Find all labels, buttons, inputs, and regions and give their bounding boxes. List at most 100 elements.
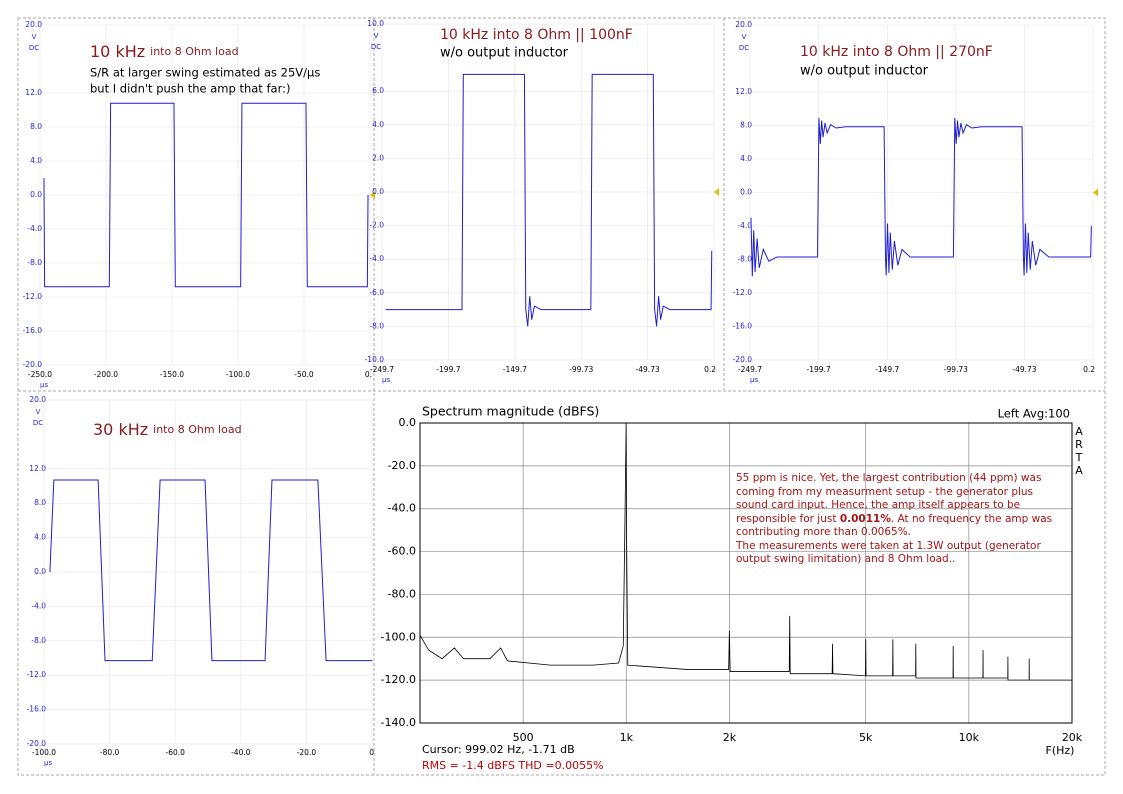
y-tick-label: -20.0 bbox=[23, 360, 43, 369]
y-tick-label: -16.0 bbox=[733, 322, 753, 331]
y-tick-label: -140.0 bbox=[381, 716, 416, 729]
unit-label: DC bbox=[33, 419, 43, 427]
y-tick-label: 20.0 bbox=[25, 20, 42, 29]
y-tick-label: 6.0 bbox=[372, 86, 384, 95]
y-tick-label: -16.0 bbox=[27, 705, 47, 714]
y-tick-label: 0.0 bbox=[34, 567, 46, 576]
subtitle: S/R at larger swing estimated as 25V/µs bbox=[90, 66, 320, 80]
x-tick-label: -49.73 bbox=[636, 365, 660, 374]
y-tick-label: -60.0 bbox=[388, 545, 416, 558]
annotation-line: contributing more than 0.0065%. bbox=[736, 526, 911, 538]
x-tick-label: -99.73 bbox=[944, 365, 968, 374]
annotation-emphasis: 0.0011% bbox=[840, 513, 892, 525]
y-tick-label: -12.0 bbox=[23, 292, 43, 301]
chart-title: 10 kHz into 8 Ohm || 270nF bbox=[800, 44, 993, 60]
chart-title: 10 kHz into 8 Ohm load bbox=[90, 42, 239, 61]
subtitle: but I didn't push the amp that far:) bbox=[90, 82, 290, 96]
x-tick-label: -50.0 bbox=[294, 370, 314, 379]
unit-label: V bbox=[36, 408, 41, 416]
unit-label: µs bbox=[750, 376, 758, 384]
y-tick-label: -2.0 bbox=[369, 221, 384, 230]
y-tick-label: -4.0 bbox=[27, 224, 42, 233]
x-tick-label: 2k bbox=[723, 731, 737, 744]
y-tick-label: 8.0 bbox=[740, 121, 752, 130]
x-tick-label: -20.0 bbox=[297, 748, 317, 757]
y-tick-label: -8.0 bbox=[369, 321, 384, 330]
x-axis-label: F(Hz) bbox=[1046, 744, 1075, 757]
y-tick-label: 12.0 bbox=[735, 87, 752, 96]
unit-label: V bbox=[32, 33, 37, 41]
x-tick-label: -149.7 bbox=[503, 365, 527, 374]
y-tick-label: 12.0 bbox=[25, 88, 42, 97]
y-tick-label: -8.0 bbox=[737, 255, 752, 264]
y-tick-label: 8.0 bbox=[30, 122, 42, 131]
spectrum-annotation: 55 ppm is nice. Yet, the largest contrib… bbox=[735, 472, 1052, 565]
x-tick-label: -249.7 bbox=[738, 365, 762, 374]
y-tick-label: -40.0 bbox=[388, 502, 416, 515]
unit-label: V bbox=[374, 32, 379, 40]
annotation-part: responsible for just bbox=[736, 513, 840, 525]
unit-label: µs bbox=[40, 381, 48, 389]
marker bbox=[370, 191, 375, 199]
y-tick-label: 0.0 bbox=[30, 190, 42, 199]
annotation-line: responsible for just 0.0011%. At no freq… bbox=[736, 513, 1052, 525]
y-tick-label: -8.0 bbox=[27, 258, 42, 267]
y-tick-label: -20.0 bbox=[733, 355, 753, 364]
y-tick-label: -10.0 bbox=[365, 355, 385, 364]
y-tick-label: -20.0 bbox=[27, 739, 47, 748]
trace bbox=[49, 479, 372, 662]
annotation-line: sound card input. Hence, the amp itself … bbox=[736, 499, 1020, 511]
trace bbox=[43, 102, 369, 288]
y-tick-label: 20.0 bbox=[735, 20, 752, 29]
x-tick-label: 20k bbox=[1062, 731, 1083, 744]
y-tick-label: -4.0 bbox=[737, 221, 752, 230]
y-tick-label: -12.0 bbox=[733, 288, 753, 297]
trace bbox=[750, 117, 1092, 277]
chart-title: 30 kHz into 8 Ohm load bbox=[93, 420, 242, 439]
y-tick-label: 10.0 bbox=[367, 19, 384, 28]
y-tick-label: 0.0 bbox=[399, 416, 417, 429]
side-letter: A bbox=[1075, 464, 1083, 477]
title-part: 30 kHz bbox=[93, 420, 148, 439]
x-tick-label: -199.7 bbox=[436, 365, 460, 374]
x-tick-label: 10k bbox=[959, 731, 980, 744]
side-letter: A bbox=[1075, 425, 1083, 438]
unit-label: DC bbox=[371, 43, 381, 51]
annotation-line: coming from my measurment setup - the ge… bbox=[736, 486, 1033, 498]
y-tick-label: 4.0 bbox=[34, 533, 46, 542]
y-tick-label: 0.0 bbox=[372, 187, 384, 196]
x-tick-label: -40.0 bbox=[231, 748, 251, 757]
x-tick-label: -200.0 bbox=[94, 370, 118, 379]
x-tick-label: -60.0 bbox=[165, 748, 185, 757]
unit-label: DC bbox=[739, 44, 749, 52]
side-letter: R bbox=[1075, 438, 1083, 451]
x-tick-label: -100.0 bbox=[32, 748, 56, 757]
y-tick-label: -12.0 bbox=[27, 670, 47, 679]
x-tick-label: 0 bbox=[369, 748, 374, 757]
cursor-readout: Cursor: 999.02 Hz, -1.71 dB bbox=[422, 743, 575, 756]
chart-title: 10 kHz into 8 Ohm || 100nF bbox=[440, 27, 633, 43]
x-tick-label: -199.7 bbox=[807, 365, 831, 374]
side-letter: T bbox=[1075, 451, 1083, 464]
x-tick-label: -99.73 bbox=[569, 365, 593, 374]
x-tick-label: -149.7 bbox=[875, 365, 899, 374]
unit-label: V bbox=[742, 33, 747, 41]
legend-text: Left Avg:100 bbox=[998, 407, 1070, 421]
x-tick-label: -80.0 bbox=[100, 748, 120, 757]
y-tick-label: -100.0 bbox=[381, 630, 416, 643]
chart-title: Spectrum magnitude (dBFS) bbox=[422, 404, 599, 419]
unit-label: µs bbox=[382, 376, 390, 384]
y-tick-label: -4.0 bbox=[369, 254, 384, 263]
plot-frame bbox=[419, 422, 1073, 724]
trace bbox=[385, 73, 713, 327]
x-tick-label: 1k bbox=[620, 731, 634, 744]
title-part: 10 kHz into 8 Ohm || 270nF bbox=[800, 44, 993, 60]
annotation-line: 55 ppm is nice. Yet, the largest contrib… bbox=[736, 472, 1041, 484]
x-tick-label: -100.0 bbox=[226, 370, 250, 379]
y-tick-label: -8.0 bbox=[31, 636, 46, 645]
annotation-part: . At no frequency the amp was bbox=[891, 513, 1052, 525]
x-tick-label: 0.2 bbox=[1083, 365, 1095, 374]
title-part: into 8 Ohm load bbox=[153, 423, 241, 436]
